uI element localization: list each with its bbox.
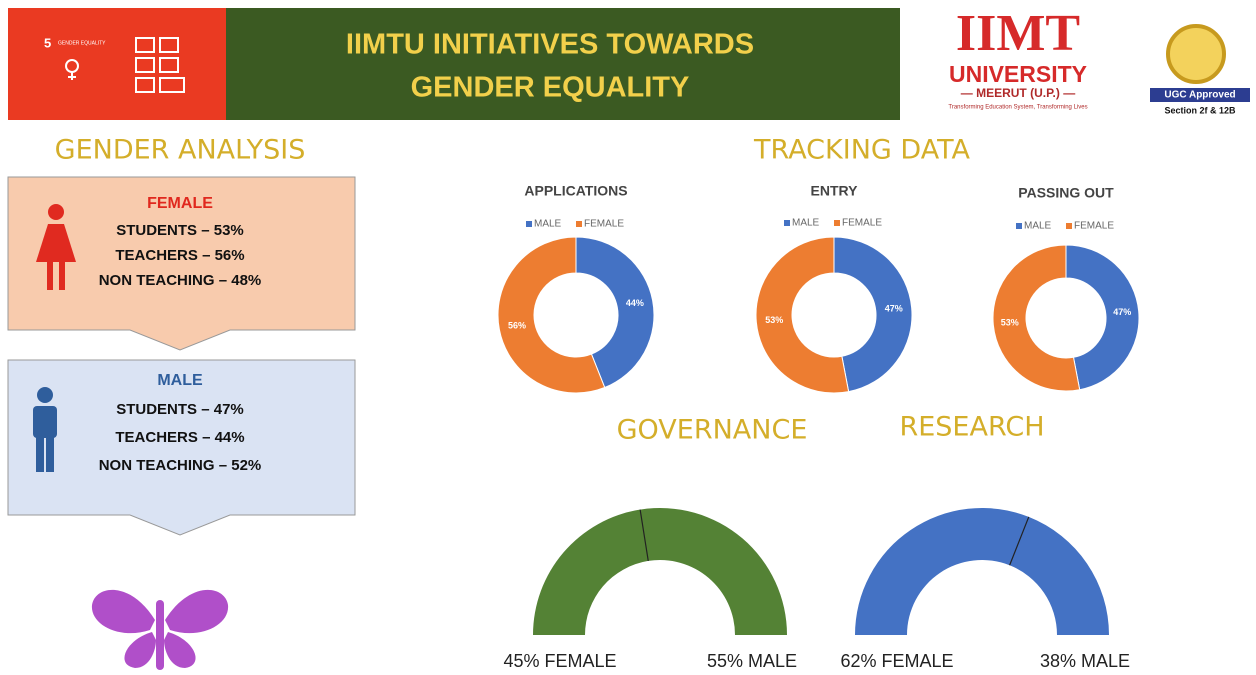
chart-title: APPLICATIONS: [524, 183, 627, 199]
value-label: 44%: [626, 298, 644, 308]
value-label: 47%: [1113, 307, 1131, 317]
chart-title: ENTRY: [811, 183, 859, 199]
badge-emblem: [1168, 26, 1224, 82]
legend-label: MALE: [792, 218, 820, 229]
legend-label: FEMALE: [584, 219, 624, 230]
female-line: STUDENTS – 53%: [116, 222, 244, 239]
value-label: 45% FEMALE: [503, 651, 616, 671]
legend-swatch: [1066, 223, 1072, 229]
page-title: GENDER EQUALITY: [411, 72, 690, 104]
value-label: 56%: [508, 321, 526, 331]
page: 5 GENDER EQUALITY IIMTU INITIATIVES TOWA…: [0, 0, 1256, 675]
value-label: 53%: [1001, 318, 1019, 328]
legend-swatch: [526, 221, 532, 227]
female-line: TEACHERS – 56%: [115, 247, 244, 264]
value-label: 62% FEMALE: [840, 651, 953, 671]
legend-swatch: [784, 220, 790, 226]
female-heading: FEMALE: [147, 195, 213, 212]
legend-label: MALE: [1024, 221, 1052, 232]
legend-swatch: [1016, 223, 1022, 229]
chart-title: PASSING OUT: [1018, 185, 1114, 201]
logo-place: — MEERUT (U.P.) —: [961, 86, 1075, 100]
male-line: NON TEACHING – 52%: [99, 457, 262, 474]
value-label: 38% MALE: [1040, 651, 1130, 671]
badge-line: UGC Approved: [1164, 90, 1235, 101]
logo-sub: UNIVERSITY: [949, 61, 1087, 87]
section-title: TRACKING DATA: [753, 135, 970, 166]
male-heading: MALE: [157, 372, 203, 389]
legend-swatch: [834, 220, 840, 226]
logo-tagline: Transforming Education System, Transform…: [948, 105, 1087, 111]
logo-name: IIMT: [956, 5, 1080, 62]
section-title: GENDER ANALYSIS: [55, 135, 306, 166]
sdg-number: 5: [44, 35, 51, 50]
legend-label: MALE: [534, 219, 562, 230]
page-title: IIMTU INITIATIVES TOWARDS: [346, 29, 754, 61]
value-label: 55% MALE: [707, 651, 797, 671]
sdg-label: GENDER EQUALITY: [58, 40, 106, 46]
badge-line: Section 2f & 12B: [1164, 105, 1236, 115]
male-line: STUDENTS – 47%: [116, 401, 244, 418]
value-label: 47%: [885, 304, 903, 314]
legend-label: FEMALE: [842, 218, 882, 229]
section-title: RESEARCH: [899, 412, 1044, 443]
legend-label: FEMALE: [1074, 221, 1114, 232]
female-line: NON TEACHING – 48%: [99, 272, 262, 289]
value-label: 53%: [765, 315, 783, 325]
male-line: TEACHERS – 44%: [115, 429, 244, 446]
sdg-box: [8, 8, 226, 120]
legend-swatch: [576, 221, 582, 227]
section-title: GOVERNANCE: [617, 415, 808, 446]
